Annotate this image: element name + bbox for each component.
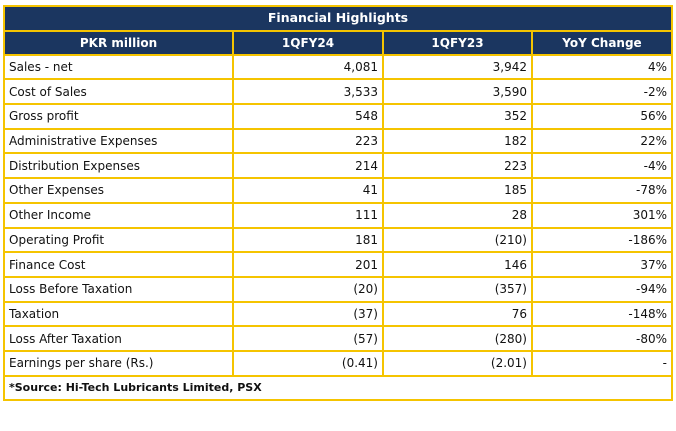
row-label: Finance Cost: [3, 251, 234, 278]
value-yoy-change: 22%: [531, 127, 673, 155]
table-row: Earnings per share (Rs.) (0.41) (2.01) -: [3, 349, 673, 377]
row-label: Taxation: [3, 300, 234, 328]
table-row: Cost of Sales 3,533 3,590 -2%: [3, 78, 673, 106]
table-row: Finance Cost 201 146 37%: [3, 251, 673, 278]
value-1qfy24: 4,081: [232, 53, 384, 81]
value-1qfy23: 352: [382, 103, 533, 130]
value-1qfy23: 76: [382, 300, 533, 328]
value-1qfy23: 3,942: [382, 53, 533, 81]
value-1qfy23: (357): [382, 275, 533, 303]
value-yoy-change: -2%: [531, 78, 673, 106]
value-yoy-change: -80%: [531, 325, 673, 352]
value-yoy-change: -78%: [531, 177, 673, 204]
source-note: *Source: Hi-Tech Lubricants Limited, PSX: [3, 374, 673, 402]
table-row: Administrative Expenses 223 182 22%: [3, 127, 673, 155]
value-yoy-change: 37%: [531, 251, 673, 278]
row-label: Other Income: [3, 201, 234, 229]
value-1qfy24: 41: [232, 177, 384, 204]
table-row: Other Expenses 41 185 -78%: [3, 177, 673, 204]
table-row: Taxation (37) 76 -148%: [3, 300, 673, 328]
value-yoy-change: -: [531, 349, 673, 377]
column-header-1qfy24: 1QFY24: [232, 29, 384, 56]
value-1qfy24: 201: [232, 251, 384, 278]
value-yoy-change: -186%: [531, 226, 673, 254]
value-1qfy24: 111: [232, 201, 384, 229]
value-1qfy23: 146: [382, 251, 533, 278]
value-yoy-change: 56%: [531, 103, 673, 130]
table-row: Other Income 111 28 301%: [3, 201, 673, 229]
value-yoy-change: -4%: [531, 152, 673, 180]
value-1qfy24: (0.41): [232, 349, 384, 377]
table-row: Loss Before Taxation (20) (357) -94%: [3, 275, 673, 303]
row-label: Distribution Expenses: [3, 152, 234, 180]
value-1qfy23: 223: [382, 152, 533, 180]
table-row: Sales - net 4,081 3,942 4%: [3, 53, 673, 81]
table-row: Loss After Taxation (57) (280) -80%: [3, 325, 673, 352]
row-label: Earnings per share (Rs.): [3, 349, 234, 377]
value-1qfy24: 548: [232, 103, 384, 130]
row-label: Administrative Expenses: [3, 127, 234, 155]
value-1qfy23: 182: [382, 127, 533, 155]
financial-highlights-table: Financial Highlights PKR million 1QFY24 …: [3, 5, 673, 402]
value-1qfy24: 214: [232, 152, 384, 180]
value-yoy-change: 4%: [531, 53, 673, 81]
value-1qfy24: (20): [232, 275, 384, 303]
column-header-unit: PKR million: [3, 29, 234, 56]
value-1qfy23: (280): [382, 325, 533, 352]
table-row: Distribution Expenses 214 223 -4%: [3, 152, 673, 180]
value-1qfy24: (37): [232, 300, 384, 328]
table-title: Financial Highlights: [3, 5, 673, 32]
table-row: Gross profit 548 352 56%: [3, 103, 673, 130]
value-1qfy24: 3,533: [232, 78, 384, 106]
row-label: Loss After Taxation: [3, 325, 234, 352]
value-1qfy23: (210): [382, 226, 533, 254]
header-row: PKR million 1QFY24 1QFY23 YoY Change: [3, 29, 673, 56]
value-1qfy23: 3,590: [382, 78, 533, 106]
value-yoy-change: 301%: [531, 201, 673, 229]
column-header-yoy: YoY Change: [531, 29, 673, 56]
value-1qfy23: 185: [382, 177, 533, 204]
row-label: Other Expenses: [3, 177, 234, 204]
table-row: Operating Profit 181 (210) -186%: [3, 226, 673, 254]
value-1qfy23: 28: [382, 201, 533, 229]
row-label: Gross profit: [3, 103, 234, 130]
column-header-1qfy23: 1QFY23: [382, 29, 533, 56]
row-label: Loss Before Taxation: [3, 275, 234, 303]
row-label: Cost of Sales: [3, 78, 234, 106]
row-label: Sales - net: [3, 53, 234, 81]
value-yoy-change: -94%: [531, 275, 673, 303]
value-1qfy24: (57): [232, 325, 384, 352]
value-1qfy23: (2.01): [382, 349, 533, 377]
value-yoy-change: -148%: [531, 300, 673, 328]
value-1qfy24: 223: [232, 127, 384, 155]
value-1qfy24: 181: [232, 226, 384, 254]
row-label: Operating Profit: [3, 226, 234, 254]
